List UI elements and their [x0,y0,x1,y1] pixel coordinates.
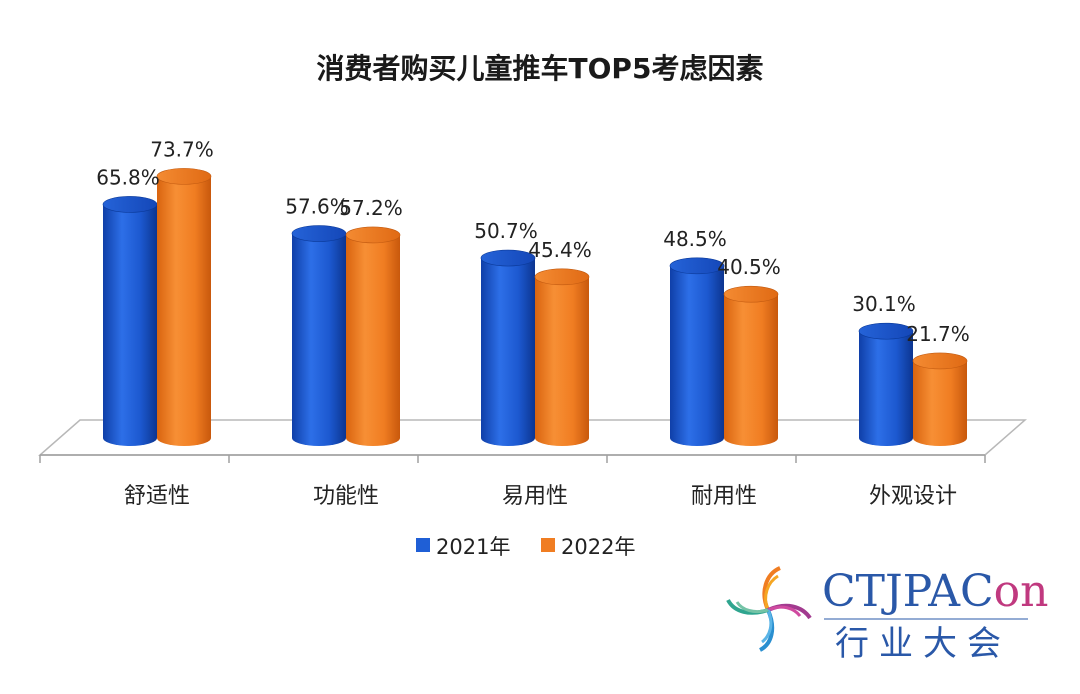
legend-swatch-2021 [416,538,430,552]
category-label: 功能性 [313,484,379,509]
bar-top [858,322,914,340]
data-label: 73.7% [150,137,214,161]
data-label: 40.5% [717,255,781,279]
logo-text-en-part1: CTJPAC [822,566,994,617]
bar-2021-2 [480,249,536,446]
bar-body [535,276,589,446]
data-label: 30.1% [852,292,916,316]
data-label: 57.6% [285,195,349,219]
bar-body [157,176,211,447]
category-label: 耐用性 [691,484,757,509]
bar-top [480,249,536,267]
bar-2022-4 [912,352,968,446]
bar-body [913,360,967,446]
bar-top [156,168,212,185]
data-label: 65.8% [96,165,160,189]
bar-2021-3 [669,257,725,446]
logo-text-en: CTJPACon [822,566,1049,617]
bar-2022-0 [156,168,212,447]
x-axis-ticks [39,455,986,463]
bar-top [291,225,347,242]
bar-top [345,226,401,244]
bar-body [481,258,535,446]
legend: 2021年 2022年 [416,535,635,559]
bar-2022-2 [534,268,590,446]
category-label: 易用性 [502,484,568,509]
bar-2021-0 [102,196,158,446]
chart-title: 消费者购买儿童推车TOP5考虑因素 [317,52,764,85]
bar-body [103,204,157,446]
data-label: 48.5% [663,227,727,251]
bar-top [669,257,725,275]
bar-top [723,285,779,303]
data-label: 21.7% [906,322,970,346]
data-labels-layer: 65.8% 73.7% 57.6%57.2% 50.7%45.4% 48.5% 40.5%… [96,137,970,346]
legend-label-2022: 2022年 [561,535,635,559]
bar-2021-1 [291,225,347,446]
category-label: 舒适性 [124,484,190,509]
legend-swatch-2022 [541,538,555,552]
logo-text-en-part2: on [994,566,1049,617]
legend-label-2021: 2021年 [436,535,510,559]
data-label: 50.7% [474,219,538,243]
bar-body [724,294,778,446]
logo-text-cn: 行业大会 [835,624,1011,664]
bar-body [292,233,346,446]
bar-top [102,196,158,213]
bar-top [912,352,968,370]
bar-2022-3 [723,285,779,446]
bar-2022-1 [345,226,401,446]
ctjpacon-logo: CTJPACon 行业大会 [726,566,1049,664]
logo-swirl-icon [726,566,812,652]
bar-body [670,265,724,446]
bar-top [534,268,590,286]
bar-body [859,331,913,446]
category-labels-layer: 舒适性 功能性 易用性 耐用性 外观设计 [124,484,957,509]
bar-2021-4 [858,322,914,446]
data-label: 57.2% [339,196,403,220]
data-label: 45.4% [528,238,592,262]
category-label: 外观设计 [869,484,957,509]
bar-body [346,234,400,446]
bars-layer [102,168,968,447]
